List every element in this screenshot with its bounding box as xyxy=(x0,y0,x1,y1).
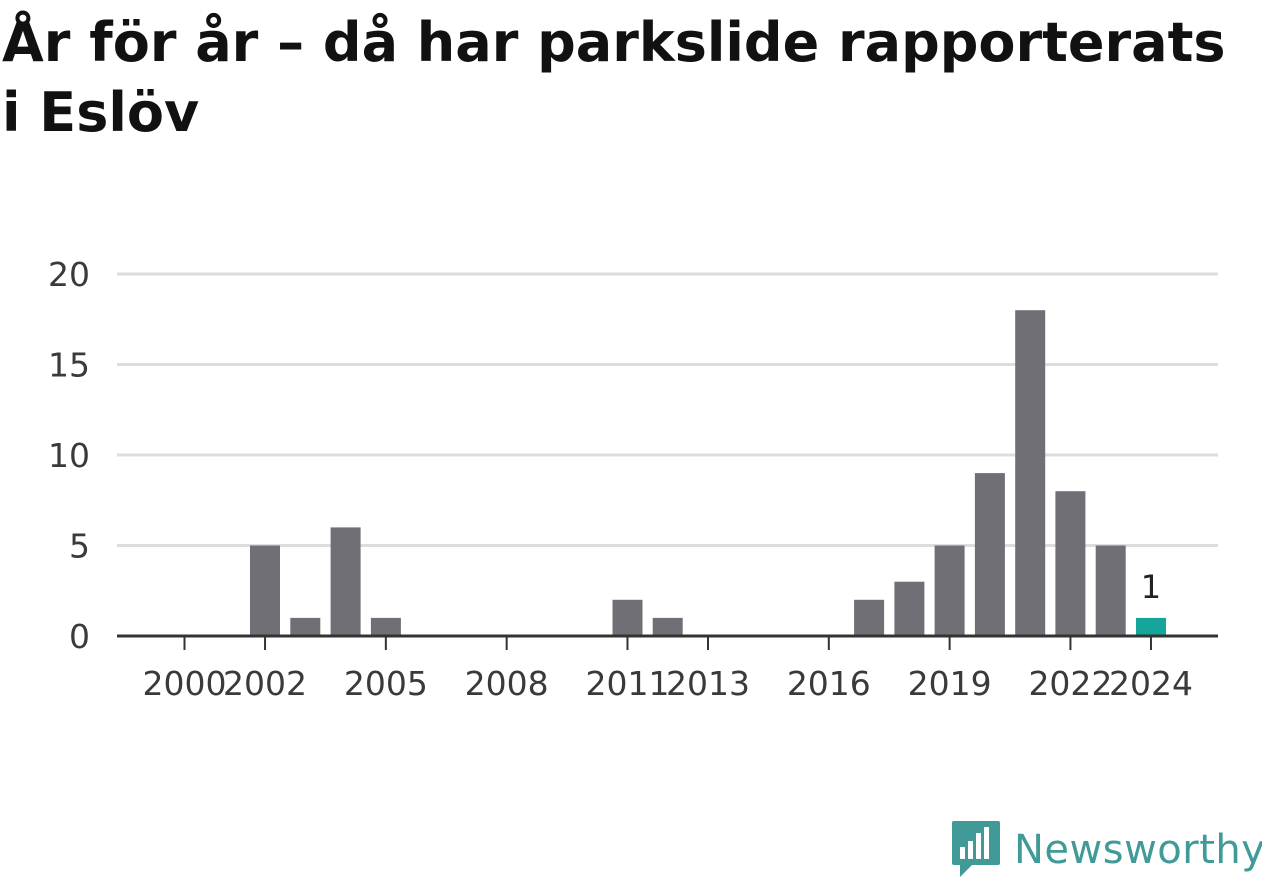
x-tick-label: 2005 xyxy=(344,664,428,703)
x-tick-label: 2024 xyxy=(1109,664,1193,703)
bar-2002 xyxy=(250,545,280,636)
y-tick-label: 20 xyxy=(48,255,90,294)
bar-2020 xyxy=(974,473,1005,636)
bar-2004 xyxy=(330,527,361,636)
bar-2012 xyxy=(652,617,683,636)
bar-2021 xyxy=(1015,310,1046,636)
brand-logo: Newsworthy xyxy=(950,818,1262,882)
bar-2023 xyxy=(1095,545,1126,636)
bar-2011 xyxy=(612,599,643,636)
newsworthy-logo-icon xyxy=(952,821,1000,877)
x-tick-label: 2008 xyxy=(465,664,549,703)
x-tick-label: 2022 xyxy=(1028,664,1112,703)
bar-2022 xyxy=(1055,491,1086,636)
x-tick-label: 2013 xyxy=(666,664,750,703)
value-label-2024: 1 xyxy=(1141,568,1161,606)
brand-name: Newsworthy xyxy=(1014,827,1262,873)
x-axis xyxy=(117,634,1218,650)
bar-2024 xyxy=(1136,617,1166,636)
bar-2005 xyxy=(370,617,401,636)
bar-2003 xyxy=(290,617,321,636)
bar-2019 xyxy=(934,545,965,636)
bar-2018 xyxy=(894,581,925,636)
gridlines xyxy=(117,272,1218,547)
x-tick-label: 2000 xyxy=(143,664,227,703)
y-tick-label: 5 xyxy=(69,527,90,566)
y-tick-label: 10 xyxy=(48,436,90,475)
y-tick-label: 0 xyxy=(69,617,90,656)
y-tick-label: 15 xyxy=(48,346,90,385)
x-tick-label: 2019 xyxy=(908,664,992,703)
chart-title: År för år – då har parkslide rapporterat… xyxy=(2,11,1226,144)
bars xyxy=(250,310,1166,636)
x-tick-label: 2011 xyxy=(585,664,669,703)
x-tick-label: 2016 xyxy=(787,664,871,703)
bar-2017 xyxy=(854,599,885,636)
x-tick-label: 2002 xyxy=(223,664,307,703)
